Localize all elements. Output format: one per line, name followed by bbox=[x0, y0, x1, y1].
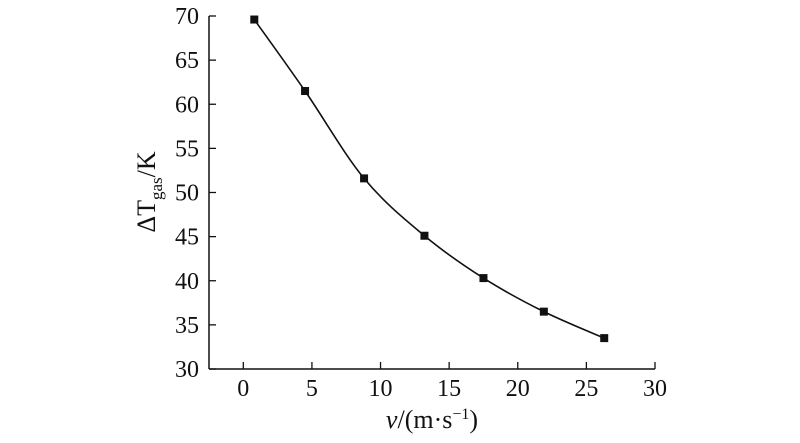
y-tick-label: 30 bbox=[175, 357, 199, 383]
x-tick-label: 0 bbox=[237, 376, 249, 402]
data-point-marker bbox=[360, 174, 369, 183]
series-layer bbox=[250, 15, 609, 343]
x-axis-ticks: 0 5 10 15 20 25 30 bbox=[237, 362, 667, 402]
x-axis-label: v/(m·s−1) bbox=[386, 405, 478, 434]
data-point-marker bbox=[301, 87, 310, 96]
data-point-marker bbox=[539, 307, 548, 316]
x-axis-label-unit: /(m·s bbox=[397, 405, 452, 434]
x-tick-label: 10 bbox=[369, 376, 393, 402]
y-tick-label: 45 bbox=[175, 225, 199, 251]
y-axis-label-prefix: ΔT bbox=[132, 200, 161, 233]
data-point-marker bbox=[479, 274, 488, 283]
data-point-marker bbox=[600, 334, 609, 343]
x-tick-label: 25 bbox=[574, 376, 598, 402]
data-point-marker bbox=[420, 231, 429, 240]
x-tick-label: 15 bbox=[437, 376, 461, 402]
y-tick-label: 35 bbox=[175, 313, 199, 339]
y-tick-label: 55 bbox=[175, 136, 199, 162]
y-axis-ticks: 30 35 40 45 50 55 60 65 70 bbox=[175, 4, 216, 383]
data-point-marker bbox=[250, 15, 259, 24]
x-tick-label: 20 bbox=[506, 376, 530, 402]
series-line bbox=[253, 19, 605, 339]
y-axis-label-subscript: gas bbox=[147, 177, 166, 200]
axes bbox=[208, 16, 655, 370]
y-tick-label: 40 bbox=[175, 269, 199, 295]
y-axis-label: ΔTgas/K bbox=[132, 151, 166, 233]
y-tick-label: 65 bbox=[175, 48, 199, 74]
y-axis-label-suffix: /K bbox=[132, 151, 161, 177]
y-tick-label: 50 bbox=[175, 181, 199, 207]
x-axis-label-unit-exp: −1 bbox=[452, 406, 469, 423]
x-axis-label-unit-close: ) bbox=[469, 405, 478, 434]
x-tick-label: 5 bbox=[306, 376, 318, 402]
x-axis-label-var: v bbox=[386, 405, 398, 434]
y-tick-label: 70 bbox=[175, 4, 199, 30]
x-tick-label: 30 bbox=[643, 376, 667, 402]
y-tick-label: 60 bbox=[175, 92, 199, 118]
